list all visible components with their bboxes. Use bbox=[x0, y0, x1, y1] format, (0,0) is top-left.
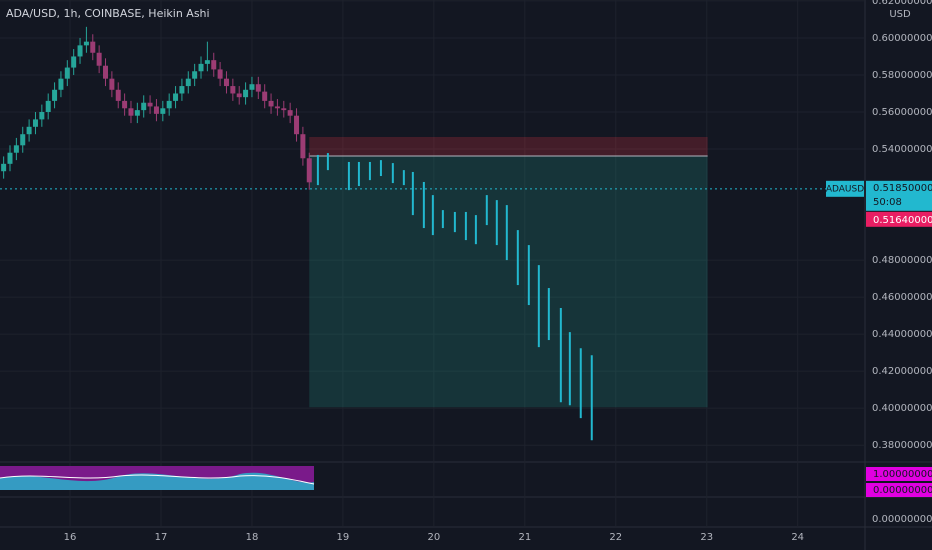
x-tick-label: 20 bbox=[427, 532, 440, 543]
y-tick-label: 0.40000000 bbox=[872, 403, 932, 414]
candle-body bbox=[185, 78, 191, 87]
x-tick-label: 22 bbox=[609, 532, 622, 543]
candle-body bbox=[249, 84, 255, 90]
candle-body bbox=[109, 78, 115, 90]
x-tick-label: 24 bbox=[791, 532, 804, 543]
y-tick-label: 0.42000000 bbox=[872, 366, 932, 377]
indicator-tick-label: 1.00000000 bbox=[873, 469, 932, 480]
candle-body bbox=[236, 93, 242, 98]
candle-body bbox=[223, 78, 229, 87]
candle-body bbox=[166, 100, 172, 109]
candle-body bbox=[13, 145, 19, 153]
candle-body bbox=[96, 52, 102, 66]
candle-body bbox=[274, 106, 280, 109]
countdown-label: 50:08 bbox=[873, 197, 902, 208]
candle-body bbox=[83, 41, 89, 46]
stop-zone bbox=[309, 136, 708, 157]
candle-body bbox=[32, 119, 38, 127]
lower-pane-tick-label: 0.00000000 bbox=[872, 514, 932, 525]
indicator-decoration bbox=[0, 466, 315, 490]
candle-body bbox=[243, 89, 249, 98]
x-tick-label: 17 bbox=[155, 532, 168, 543]
candle-body bbox=[26, 126, 32, 135]
y-tick-label: 0.38000000 bbox=[872, 440, 932, 451]
symbol-label-bg bbox=[826, 180, 864, 197]
indicator-line bbox=[0, 474, 315, 485]
candle-body bbox=[217, 69, 223, 79]
x-tick-label: 18 bbox=[246, 532, 259, 543]
candle-body bbox=[287, 110, 293, 116]
candle-body bbox=[153, 106, 159, 114]
candle-body bbox=[198, 63, 204, 72]
marker-label: 0.51640000 bbox=[873, 215, 932, 226]
candle-body bbox=[255, 84, 261, 92]
candle-body bbox=[39, 111, 45, 120]
y-tick-label: 0.60000000 bbox=[872, 33, 932, 44]
candle-body bbox=[281, 108, 287, 111]
candle-body bbox=[7, 152, 13, 164]
y-tick-label: 0.46000000 bbox=[872, 292, 932, 303]
target-zone bbox=[309, 156, 708, 408]
y-tick-label: 0.54000000 bbox=[872, 144, 932, 155]
x-tick-label: 16 bbox=[64, 532, 77, 543]
candle-body bbox=[300, 134, 306, 159]
candle-body bbox=[115, 89, 121, 101]
candle-body bbox=[64, 67, 70, 79]
candle-body bbox=[160, 108, 166, 114]
y-tick-label: 0.48000000 bbox=[872, 255, 932, 266]
y-tick-label: 0.56000000 bbox=[872, 107, 932, 118]
candle-body bbox=[45, 100, 51, 112]
indicator-tick-bg bbox=[866, 483, 932, 497]
candle-body bbox=[147, 102, 153, 107]
candle-body bbox=[103, 65, 109, 79]
x-tick-label: 21 bbox=[518, 532, 531, 543]
candle-body bbox=[134, 110, 140, 116]
candle-body bbox=[179, 86, 185, 94]
x-tick-label: 19 bbox=[337, 532, 350, 543]
candle-body bbox=[128, 108, 134, 116]
currency-label: USD bbox=[889, 9, 911, 20]
candle-body bbox=[306, 158, 312, 183]
y-tick-label: 0.44000000 bbox=[872, 329, 932, 340]
candle-body bbox=[211, 60, 217, 70]
candle-body bbox=[52, 89, 58, 101]
candle-body bbox=[192, 71, 198, 79]
indicator-tick-bg bbox=[866, 467, 932, 481]
symbol-label: ADAUSD bbox=[826, 184, 864, 194]
y-tick-label: 0.58000000 bbox=[872, 70, 932, 81]
candle-body bbox=[141, 102, 147, 111]
marker-label-bg bbox=[866, 211, 932, 227]
x-tick-label: 23 bbox=[700, 532, 713, 543]
price-label-bg bbox=[866, 180, 932, 211]
candle-body bbox=[77, 45, 83, 57]
candle-body bbox=[230, 86, 236, 94]
candle-body bbox=[1, 163, 7, 172]
candle-body bbox=[90, 41, 96, 53]
candle-body bbox=[294, 115, 300, 135]
candle-body bbox=[122, 100, 128, 109]
candle-body bbox=[262, 91, 268, 101]
chart-title: ADA/USD, 1h, COINBASE, Heikin Ashi bbox=[6, 7, 210, 20]
y-tick-label: 0.62000000 bbox=[872, 0, 932, 7]
candle-body bbox=[268, 100, 274, 107]
indicator-tick-label: 0.00000000 bbox=[873, 485, 932, 496]
candle-body bbox=[173, 93, 179, 101]
candle-body bbox=[20, 134, 26, 146]
price-label: 0.51850000 bbox=[873, 183, 932, 194]
candle-body bbox=[204, 60, 210, 64]
candle-body bbox=[71, 56, 77, 68]
candle-body bbox=[58, 78, 64, 90]
